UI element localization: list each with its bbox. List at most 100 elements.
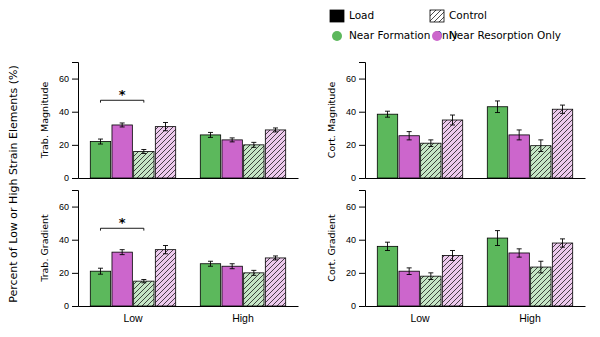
error-bar	[517, 249, 522, 257]
y-tick: 40	[346, 107, 365, 117]
error-bar	[230, 138, 235, 142]
legend-label: Load	[349, 9, 374, 21]
y-tick: 40	[59, 235, 78, 245]
y-tick-mark	[359, 145, 365, 146]
error-bar	[450, 250, 455, 260]
y-axis-line	[359, 191, 366, 307]
error-bar	[538, 261, 543, 273]
bar	[377, 114, 397, 178]
error-bar	[385, 242, 390, 250]
bar	[552, 243, 572, 306]
error-bar	[141, 279, 146, 282]
error-bar	[428, 140, 433, 147]
plot-area	[90, 122, 285, 178]
y-tick-mark	[72, 112, 78, 113]
legend-item: Load	[330, 9, 374, 22]
bar	[265, 258, 285, 306]
y-tick-label: 40	[346, 107, 356, 117]
y-tick-label: 60	[346, 74, 356, 84]
error-bar	[560, 105, 565, 113]
legend-label: Near Resorption Only	[449, 29, 561, 41]
y-tick-mark	[72, 207, 78, 208]
error-bar	[560, 239, 565, 247]
bar	[200, 264, 220, 306]
x-tick: High	[519, 306, 541, 324]
x-axis: Low High	[366, 306, 586, 324]
y-tick-label: 40	[346, 235, 356, 245]
y-tick-label: 40	[59, 107, 69, 117]
x-axis-line	[79, 306, 299, 307]
y-tick-label: 60	[59, 202, 69, 212]
y-tick: 40	[346, 235, 365, 245]
y-axis-line	[359, 63, 366, 179]
error-bar	[385, 111, 390, 117]
y-tick-mark	[72, 306, 78, 307]
y-tick-label: 0	[351, 301, 356, 311]
bar	[509, 135, 529, 178]
error-bar	[208, 261, 213, 266]
panel: 0204060LowHighTrab. Gradient*	[39, 191, 299, 324]
bar	[442, 120, 462, 178]
error-bar	[251, 270, 256, 275]
y-tick-mark	[72, 240, 78, 241]
error-bar	[163, 246, 168, 254]
y-tick-label: 0	[64, 301, 69, 311]
legend-swatch	[432, 31, 442, 41]
bar	[399, 271, 419, 306]
y-tick-mark	[359, 240, 365, 241]
y-tick: 20	[346, 268, 365, 278]
error-bar	[517, 130, 522, 140]
error-bar	[163, 122, 168, 130]
bar	[487, 107, 507, 178]
y-tick: 20	[59, 140, 78, 150]
error-bar	[120, 123, 125, 127]
y-tick-mark	[359, 79, 365, 80]
legend-swatch	[430, 10, 444, 22]
error-bar	[538, 140, 543, 152]
legend-item: Near Formation Only	[332, 29, 458, 41]
error-bar	[208, 132, 213, 137]
bar	[134, 151, 154, 178]
error-bar	[273, 128, 278, 132]
bar	[112, 125, 132, 178]
bar	[112, 252, 132, 306]
error-bar	[495, 101, 500, 113]
panel: 0204060Trab. Magnitude*	[39, 63, 299, 184]
error-bar	[273, 256, 278, 260]
x-tick-label: High	[232, 312, 254, 324]
y-tick-label: 20	[59, 268, 69, 278]
bar	[552, 109, 572, 178]
bar	[421, 143, 441, 178]
y-tick-mark	[72, 273, 78, 274]
y-tick: 40	[59, 107, 78, 117]
y-tick-mark	[72, 178, 78, 179]
error-bar	[251, 142, 256, 147]
y-axis: 0204060	[59, 63, 79, 184]
y-tick-mark	[359, 207, 365, 208]
y-tick: 0	[351, 173, 365, 183]
significance-label: *	[119, 87, 126, 102]
bar	[442, 255, 462, 306]
bar	[265, 130, 285, 178]
y-axis-line	[72, 63, 79, 179]
error-bar	[141, 149, 146, 153]
y-tick-label: 40	[59, 235, 69, 245]
x-tick-label: Low	[410, 312, 430, 324]
y-tick-mark	[359, 273, 365, 274]
y-axis: 0 20 40 60	[59, 191, 79, 312]
bar	[244, 273, 264, 306]
y-axis-label: Cort. Gradient	[326, 214, 337, 282]
panel: 0204060LowHighCort. Gradient	[326, 191, 586, 324]
bar	[509, 253, 529, 306]
y-tick: 0	[64, 173, 78, 183]
bar	[134, 281, 154, 306]
legend-swatch	[332, 31, 342, 41]
plot-area	[377, 231, 572, 306]
y-axis-label: Trab. Magnitude	[39, 82, 50, 160]
legend-label: Near Formation Only	[349, 29, 458, 41]
chart: Percent of Low or High Strain Elements (…	[0, 0, 600, 337]
y-tick-mark	[72, 79, 78, 80]
y-axis-label: Cort. Magnitude	[326, 82, 337, 159]
x-axis-line	[366, 178, 586, 179]
error-bar	[407, 132, 412, 140]
